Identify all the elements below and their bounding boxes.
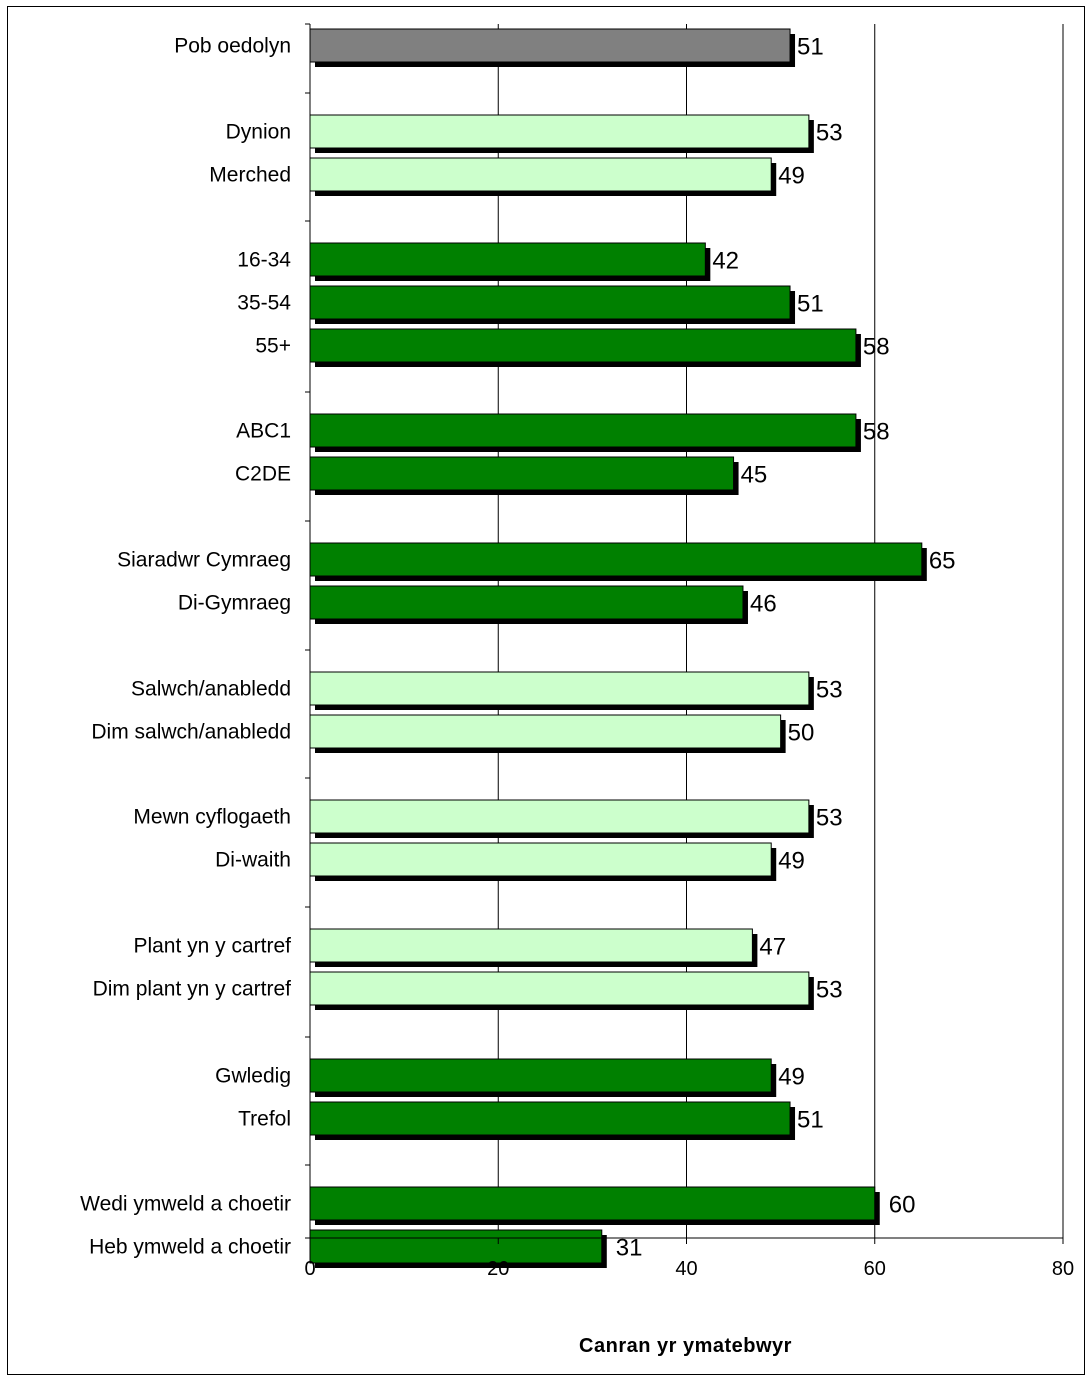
bar: [309, 1101, 791, 1136]
x-tick-label: 40: [675, 1258, 697, 1280]
bar: [309, 413, 857, 448]
bar: [309, 799, 810, 834]
category-label: Siaradwr Cymraeg: [117, 549, 291, 572]
category-label: Merched: [209, 164, 291, 187]
value-label: 51: [797, 34, 824, 61]
value-label: 45: [741, 462, 768, 489]
category-label: Plant yn y cartref: [133, 935, 291, 958]
bar: [309, 328, 857, 363]
value-label: 49: [778, 848, 805, 875]
value-label: 53: [816, 677, 843, 704]
category-label: Dim plant yn y cartref: [93, 978, 292, 1001]
category-label: 55+: [255, 335, 291, 358]
x-tick-label: 0: [304, 1258, 315, 1280]
category-label: Dynion: [226, 121, 291, 144]
bar: [309, 1058, 772, 1093]
value-label: 53: [816, 977, 843, 1004]
bar: [309, 928, 753, 963]
value-label: 65: [929, 548, 956, 575]
category-label: Di-Gymraeg: [178, 592, 291, 615]
bar: [309, 456, 735, 491]
category-label: Mewn cyflogaeth: [133, 806, 291, 829]
bar: [309, 1229, 603, 1264]
category-label: Dim salwch/anabledd: [91, 721, 291, 744]
x-tick-label: 60: [864, 1258, 886, 1280]
category-label: Trefol: [238, 1108, 291, 1131]
category-label: Wedi ymweld a choetir: [80, 1193, 291, 1216]
category-label: Pob oedolyn: [174, 35, 291, 58]
value-label: 46: [750, 591, 777, 618]
bar: [309, 842, 772, 877]
category-label: ABC1: [236, 420, 291, 443]
category-label: 16-34: [237, 249, 291, 272]
x-tick-label: 80: [1052, 1258, 1074, 1280]
bar: [309, 671, 810, 706]
bar: [309, 114, 810, 149]
bar: [309, 285, 791, 320]
value-label: 51: [797, 291, 824, 318]
bar: [309, 542, 923, 577]
category-label: Salwch/anabledd: [131, 678, 291, 701]
bar: [309, 714, 782, 749]
value-label: 51: [797, 1107, 824, 1134]
x-axis-title: Canran yr ymatebwyr: [579, 1335, 792, 1357]
category-label: Di-waith: [215, 849, 291, 872]
bar: [309, 242, 706, 277]
bar: [309, 157, 772, 192]
value-label: 58: [863, 419, 890, 446]
value-label: 50: [788, 720, 815, 747]
value-label: 53: [816, 805, 843, 832]
value-label: 42: [712, 248, 739, 275]
category-label: 35-54: [237, 292, 291, 315]
category-label: C2DE: [235, 463, 291, 486]
value-label: 49: [778, 163, 805, 190]
value-label: 31: [616, 1235, 643, 1262]
bar: [309, 28, 791, 63]
bar: [309, 1186, 876, 1221]
value-label: 47: [759, 934, 786, 961]
bar: [309, 971, 810, 1006]
value-label: 49: [778, 1064, 805, 1091]
value-label: 58: [863, 334, 890, 361]
bar: [309, 585, 744, 620]
value-label: 53: [816, 120, 843, 147]
x-tick-label: 20: [487, 1258, 509, 1280]
category-label: Heb ymweld a choetir: [89, 1236, 291, 1259]
value-label: 60: [889, 1192, 916, 1219]
category-label: Gwledig: [215, 1065, 291, 1088]
